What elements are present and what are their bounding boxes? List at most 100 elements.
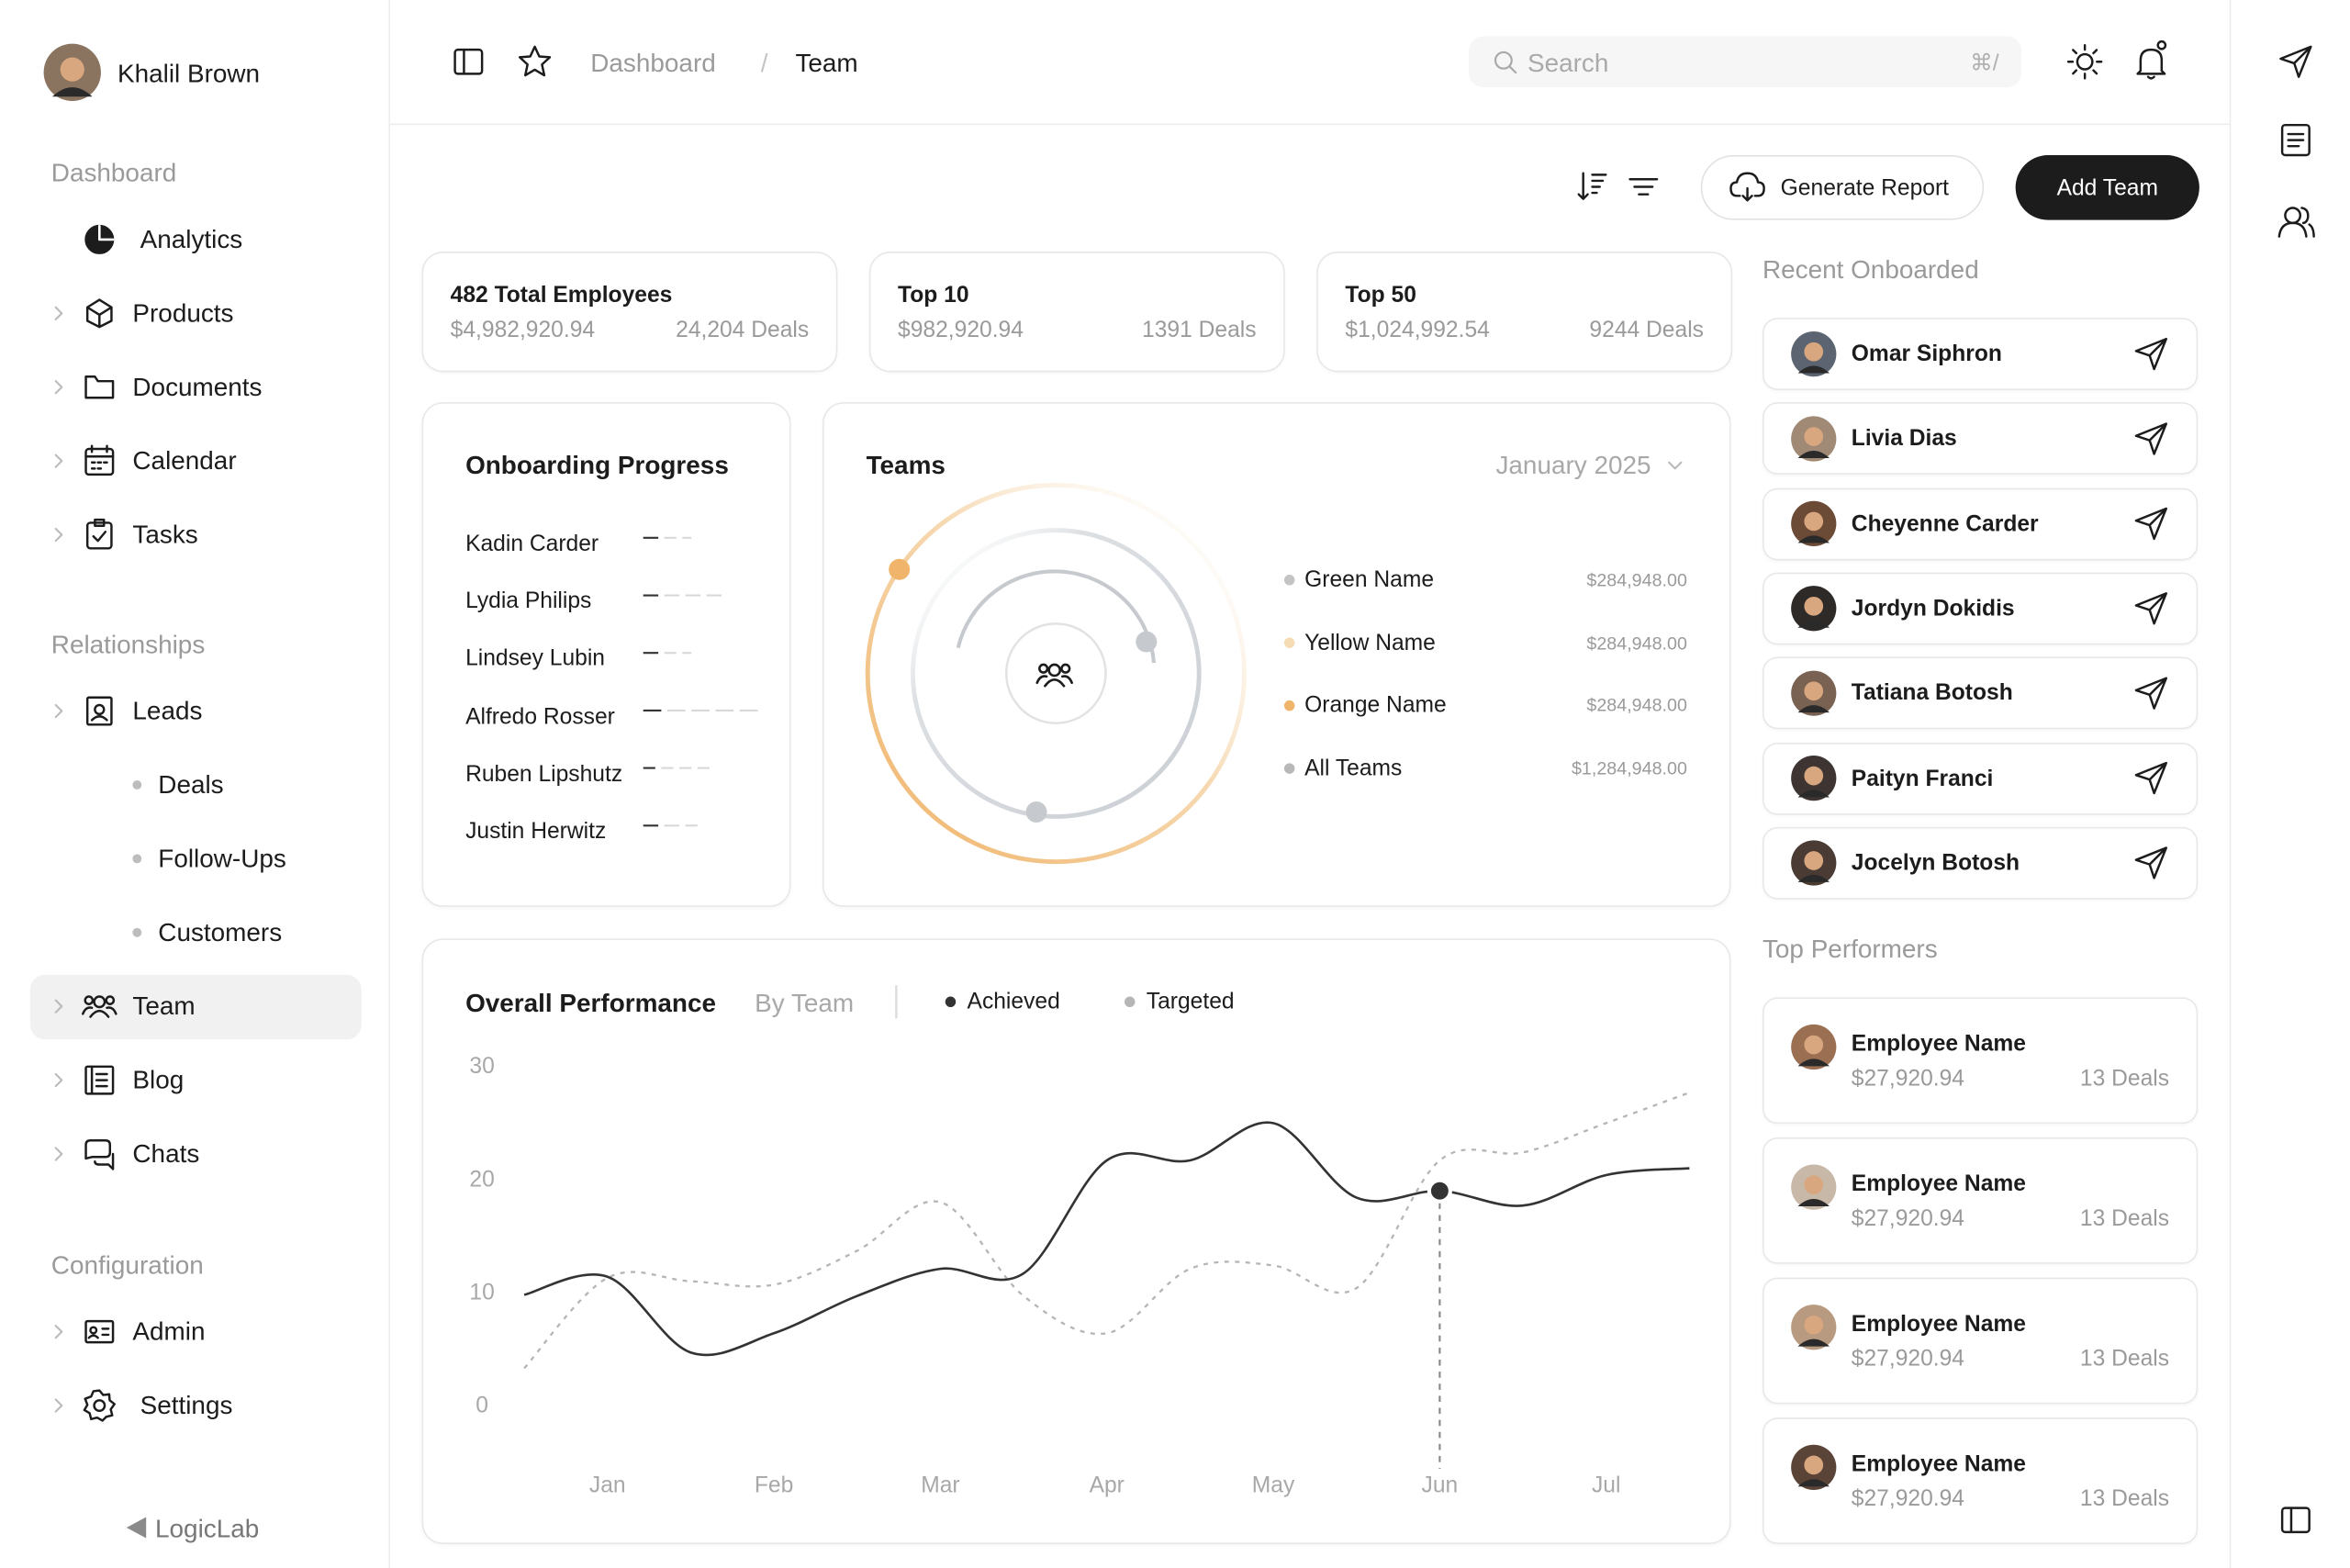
- icon-part: [97, 224, 115, 241]
- nav-item[interactable]: Products: [132, 298, 234, 328]
- icon-part: [1577, 172, 1607, 200]
- person-name: Paityn Franci: [1851, 765, 1994, 791]
- add-team-button[interactable]: [2015, 155, 2199, 220]
- x-tick-label: Mar: [921, 1473, 960, 1498]
- icon-part: [89, 1326, 98, 1335]
- icon-chats: [84, 1139, 115, 1170]
- icon-part: [54, 527, 63, 543]
- person-name: Lindsey Lubin: [465, 645, 605, 672]
- team-name: Green Name: [1304, 566, 1435, 593]
- y-tick-label: 10: [469, 1280, 495, 1305]
- chevron: [54, 1398, 63, 1413]
- chart-subtitle[interactable]: By Team: [755, 989, 855, 1018]
- icon-calendar: [84, 444, 115, 476]
- performer-card: [1762, 997, 2199, 1125]
- nav-item[interactable]: Admin: [132, 1317, 206, 1347]
- icon-part: [54, 1398, 63, 1413]
- icon-part: [1628, 178, 1659, 196]
- team-amount: $1,284,948.00: [1571, 757, 1687, 779]
- search-box[interactable]: [1468, 36, 2022, 88]
- icon-products: [85, 298, 113, 329]
- button-label[interactable]: Add Team: [2056, 175, 2158, 202]
- person-name: Lydia Philips: [465, 588, 592, 615]
- nav-item[interactable]: Follow-Ups: [158, 844, 286, 873]
- y-tick-label: 0: [476, 1393, 488, 1419]
- person-name: Alfredo Rosser: [465, 703, 615, 730]
- performer-card: [1762, 1277, 2199, 1405]
- person-name: Kadin Carder: [465, 531, 599, 557]
- performer-deals: 13 Deals: [2079, 1205, 2170, 1232]
- header-divider: [390, 123, 2230, 126]
- x-tick-label: Jun: [1421, 1473, 1459, 1498]
- chevron: [54, 527, 63, 543]
- stat-title: Top 50: [1345, 282, 1416, 308]
- icon-part: [54, 380, 63, 395]
- icon-part: [2280, 1506, 2311, 1534]
- icon-part: [54, 306, 63, 320]
- search-placeholder: Search: [1527, 49, 1609, 78]
- generate-report-button[interactable]: [1700, 155, 1985, 220]
- icon-part: [2284, 207, 2302, 225]
- button-label[interactable]: Generate Report: [1780, 175, 1950, 202]
- nav-item[interactable]: Customers: [158, 918, 283, 947]
- sub-bullet: [132, 854, 142, 864]
- person-name: Omar Siphron: [1851, 341, 2002, 367]
- team-name: All Teams: [1304, 756, 1403, 782]
- stat-title: 482 Total Employees: [450, 282, 673, 308]
- breadcrumb[interactable]: Dashboard: [590, 49, 716, 78]
- performer-name: Employee Name: [1851, 1451, 2026, 1478]
- icon-leads: [85, 696, 113, 726]
- icon-part: [92, 518, 107, 543]
- icon-tasks: [85, 518, 113, 550]
- icon-part: [85, 521, 113, 550]
- icon-part: [84, 375, 115, 399]
- icon-part: [54, 703, 63, 719]
- avatar-body: [51, 87, 93, 97]
- sub-bullet: [132, 780, 142, 790]
- nav-item[interactable]: Chats: [132, 1139, 200, 1169]
- nav-item[interactable]: Leads: [132, 696, 203, 726]
- icon-settings: [83, 1389, 116, 1422]
- team-amount: $284,948.00: [1586, 632, 1687, 654]
- nav-item[interactable]: Blog: [132, 1066, 185, 1095]
- icon-admin: [84, 1319, 115, 1344]
- nav-item[interactable]: Settings: [140, 1391, 233, 1420]
- user-avatar: [43, 43, 101, 101]
- stat-deals: 1391 Deals: [1142, 317, 1257, 343]
- icon-part: [2279, 45, 2312, 78]
- icon-part: [84, 444, 115, 470]
- stat-card: [1316, 252, 1733, 373]
- nav-item[interactable]: Analytics: [140, 225, 243, 254]
- nav-item[interactable]: Deals: [158, 770, 224, 800]
- icon-part: [2136, 48, 2166, 80]
- y-tick-label: 20: [469, 1166, 495, 1193]
- chevron: [54, 1325, 63, 1339]
- icon-part: [2277, 207, 2315, 238]
- performer-card: [1762, 1417, 2199, 1545]
- nav-item[interactable]: Tasks: [132, 520, 198, 550]
- chevron: [54, 380, 63, 395]
- icon-part: [84, 1065, 115, 1095]
- brand: LogicLab: [155, 1515, 260, 1544]
- icon-part: [83, 1389, 116, 1422]
- period-select[interactable]: January 2025: [1495, 451, 1651, 480]
- person-card[interactable]: [1762, 402, 2199, 476]
- chevron: [54, 1147, 63, 1161]
- x-tick-label: Feb: [754, 1473, 794, 1498]
- icon-part: [2076, 52, 2094, 71]
- stat-amount: $1,024,992.54: [1345, 317, 1490, 343]
- nav-item[interactable]: Calendar: [132, 446, 237, 476]
- icon-part: [54, 1325, 63, 1339]
- x-tick-label: Jul: [1591, 1473, 1621, 1498]
- nav-item[interactable]: Team: [132, 991, 196, 1021]
- icon-part: [84, 224, 115, 254]
- icon-folder: [84, 375, 115, 399]
- section-title: Configuration: [50, 1250, 204, 1281]
- icon-part: [84, 1139, 115, 1170]
- performer-card: [1762, 1137, 2199, 1264]
- icon-part: [54, 1072, 63, 1088]
- nav-item[interactable]: Documents: [132, 373, 263, 402]
- sidebar-divider: [388, 0, 391, 1568]
- onboarding-card: [421, 402, 791, 907]
